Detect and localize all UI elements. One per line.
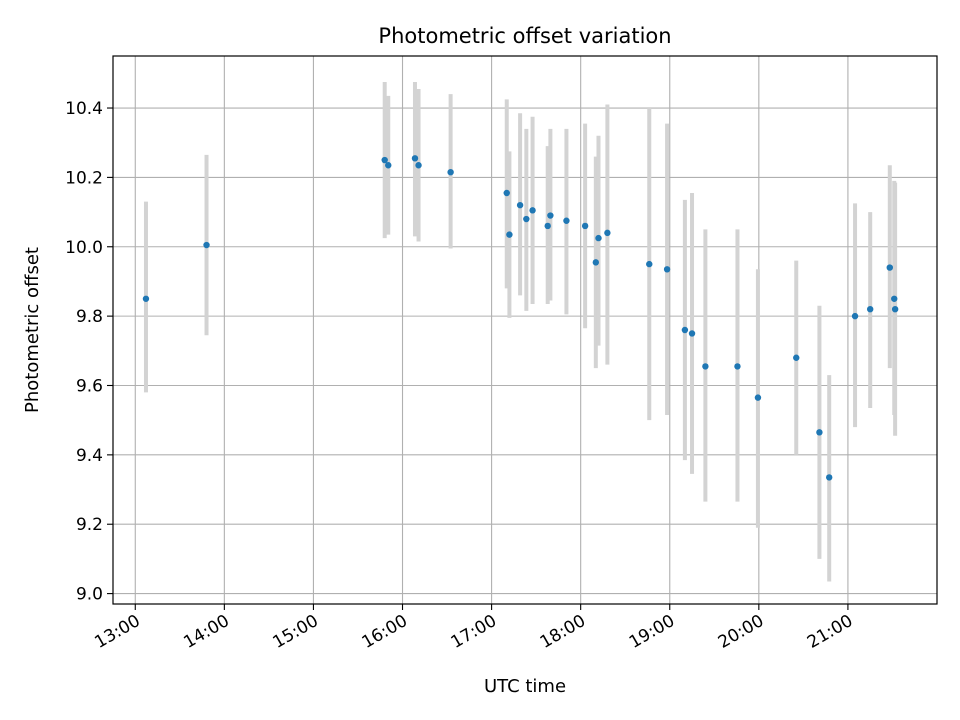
data-point — [734, 363, 741, 370]
data-point — [203, 241, 210, 249]
data-point — [581, 222, 589, 230]
x-axis-title: UTC time — [484, 676, 566, 697]
data-point — [646, 260, 653, 268]
data-point — [851, 312, 859, 320]
data-point — [754, 394, 762, 401]
data-point — [886, 264, 893, 271]
data-point — [688, 330, 696, 337]
y-tick-label: 9.8 — [76, 307, 103, 327]
data-point — [793, 354, 800, 361]
data-point — [891, 305, 899, 313]
y-tick-label: 9.0 — [76, 585, 103, 605]
y-axis-ticks: 9.0 9.2 9.4 9.6 9.8 10.0 10.2 10.4 — [65, 99, 113, 605]
data-point — [385, 162, 392, 169]
data-point — [503, 189, 510, 197]
data-point — [506, 231, 513, 238]
plot-frame — [112, 55, 938, 605]
data-point — [866, 305, 874, 313]
data-point — [415, 162, 422, 169]
data-point — [529, 207, 536, 214]
data-point — [592, 259, 600, 266]
data-point — [563, 217, 570, 224]
y-tick-label: 9.2 — [76, 515, 103, 535]
data-points — [142, 155, 899, 481]
chart-title: Photometric offset variation — [378, 24, 671, 48]
data-point — [381, 156, 388, 164]
y-tick-label: 9.4 — [76, 446, 103, 466]
data-point — [663, 266, 671, 273]
y-tick-label: 10.0 — [65, 238, 103, 258]
data-point — [523, 215, 530, 223]
data-point — [604, 229, 611, 237]
data-point — [411, 155, 419, 162]
data-point — [816, 429, 823, 436]
y-tick-label: 10.4 — [65, 99, 103, 119]
data-point — [826, 474, 833, 481]
data-point — [595, 234, 602, 242]
data-point — [516, 201, 524, 209]
data-point — [447, 168, 454, 176]
data-point — [681, 326, 689, 334]
data-point — [702, 363, 709, 370]
data-point — [547, 212, 554, 219]
y-tick-label: 9.6 — [76, 376, 103, 396]
y-axis-title: Photometric offset — [22, 247, 43, 413]
data-point — [142, 295, 150, 302]
data-point — [891, 295, 898, 302]
data-point — [544, 222, 551, 230]
y-tick-label: 10.2 — [65, 168, 103, 188]
